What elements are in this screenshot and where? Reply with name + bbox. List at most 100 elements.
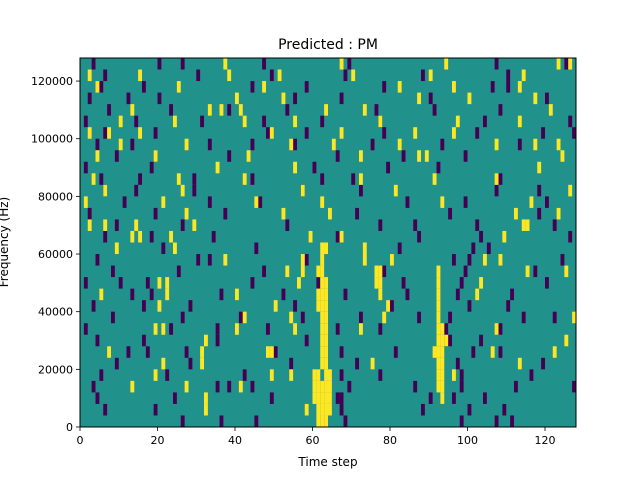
- high-intensity-cell: [324, 311, 329, 324]
- low-intensity-cell: [250, 81, 255, 93]
- low-intensity-cell: [215, 334, 220, 347]
- low-intensity-cell: [448, 334, 453, 347]
- low-intensity-cell: [169, 323, 174, 335]
- low-intensity-cell: [335, 323, 340, 335]
- low-intensity-cell: [200, 115, 205, 128]
- low-intensity-cell: [490, 81, 495, 93]
- low-intensity-cell: [111, 311, 115, 324]
- low-intensity-cell: [397, 242, 402, 255]
- high-intensity-cell: [324, 288, 329, 301]
- high-intensity-cell: [153, 150, 158, 162]
- high-intensity-cell: [316, 403, 321, 416]
- low-intensity-cell: [114, 150, 119, 162]
- high-intensity-cell: [176, 81, 181, 93]
- x-axis-label: Time step: [297, 455, 357, 469]
- low-intensity-cell: [401, 277, 406, 289]
- high-intensity-cell: [204, 334, 208, 347]
- high-intensity-cell: [417, 92, 422, 105]
- low-intensity-cell: [111, 265, 115, 278]
- high-intensity-cell: [165, 288, 170, 301]
- low-intensity-cell: [560, 254, 565, 266]
- high-intensity-cell: [312, 380, 317, 393]
- high-intensity-cell: [293, 323, 298, 335]
- low-intensity-cell: [374, 104, 379, 116]
- low-intensity-cell: [196, 254, 201, 266]
- high-intensity-cell: [324, 334, 329, 347]
- y-tick-label: 80000: [38, 190, 73, 203]
- high-intensity-cell: [440, 323, 445, 335]
- low-intensity-cell: [452, 254, 456, 266]
- low-intensity-cell: [180, 415, 185, 427]
- high-intensity-cell: [328, 380, 332, 393]
- high-intensity-cell: [351, 69, 356, 82]
- high-intensity-cell: [320, 323, 325, 335]
- high-intensity-cell: [293, 115, 298, 128]
- low-intensity-cell: [114, 219, 119, 231]
- low-intensity-cell: [91, 300, 96, 312]
- high-intensity-cell: [320, 300, 325, 312]
- low-intensity-cell: [463, 196, 468, 208]
- high-intensity-cell: [238, 380, 243, 393]
- high-intensity-cell: [548, 104, 553, 116]
- low-intensity-cell: [343, 415, 348, 427]
- high-intensity-cell: [436, 369, 441, 381]
- y-tick-label: 20000: [38, 363, 73, 376]
- x-tick-label: 60: [306, 434, 320, 447]
- high-intensity-cell: [320, 346, 325, 358]
- low-intensity-cell: [421, 69, 425, 82]
- low-intensity-cell: [316, 277, 321, 289]
- y-tick-label: 100000: [31, 133, 73, 146]
- high-intensity-cell: [300, 184, 305, 197]
- low-intensity-cell: [285, 104, 290, 116]
- low-intensity-cell: [537, 207, 542, 220]
- high-intensity-cell: [316, 392, 321, 404]
- high-intensity-cell: [87, 219, 92, 231]
- low-intensity-cell: [192, 173, 197, 185]
- low-intensity-cell: [455, 357, 460, 370]
- low-intensity-cell: [440, 138, 445, 151]
- low-intensity-cell: [250, 173, 255, 185]
- high-intensity-cell: [324, 392, 329, 404]
- high-intensity-cell: [479, 277, 484, 289]
- high-intensity-cell: [452, 127, 456, 139]
- low-intensity-cell: [320, 173, 325, 185]
- high-intensity-cell: [560, 150, 565, 162]
- high-intensity-cell: [483, 254, 487, 266]
- low-intensity-cell: [227, 104, 232, 116]
- high-intensity-cell: [200, 357, 205, 370]
- x-tick-label: 100: [457, 434, 478, 447]
- high-intensity-cell: [138, 69, 143, 82]
- low-intensity-cell: [176, 265, 181, 278]
- high-intensity-cell: [324, 369, 329, 381]
- low-intensity-cell: [83, 115, 88, 128]
- high-intensity-cell: [285, 265, 290, 278]
- high-intensity-cell: [432, 346, 437, 358]
- low-intensity-cell: [483, 392, 487, 404]
- x-axis: 0 20 40 60 80 100 120: [77, 427, 556, 447]
- low-intensity-cell: [444, 323, 449, 335]
- high-intensity-cell: [103, 219, 108, 231]
- low-intensity-cell: [459, 380, 464, 393]
- high-intensity-cell: [428, 69, 433, 82]
- high-intensity-cell: [165, 277, 170, 289]
- high-intensity-cell: [153, 369, 158, 381]
- x-tick-label: 120: [535, 434, 556, 447]
- high-intensity-cell: [262, 81, 267, 93]
- high-intensity-cell: [324, 380, 329, 393]
- low-intensity-cell: [289, 357, 294, 370]
- high-intensity-cell: [455, 115, 460, 128]
- low-intensity-cell: [114, 357, 119, 370]
- low-intensity-cell: [262, 58, 267, 70]
- low-intensity-cell: [498, 346, 503, 358]
- low-intensity-cell: [498, 323, 503, 335]
- high-intensity-cell: [436, 323, 441, 335]
- high-intensity-cell: [316, 265, 321, 278]
- high-intensity-cell: [320, 415, 325, 427]
- x-tick-label: 80: [383, 434, 397, 447]
- low-intensity-cell: [130, 288, 135, 301]
- high-intensity-cell: [339, 230, 344, 243]
- high-intensity-cell: [521, 69, 526, 82]
- low-intensity-cell: [207, 196, 212, 208]
- low-intensity-cell: [250, 277, 255, 289]
- high-intensity-cell: [444, 334, 449, 347]
